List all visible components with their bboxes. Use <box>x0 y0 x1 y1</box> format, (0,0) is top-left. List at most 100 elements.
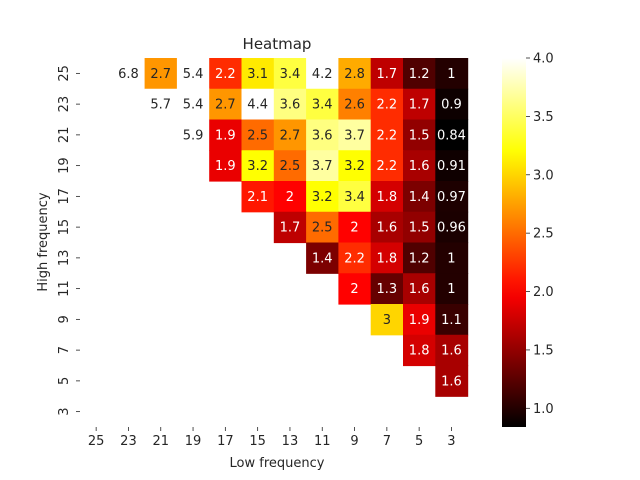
heatmap-cell <box>403 119 436 151</box>
heatmap-cell <box>403 273 436 305</box>
cell-label: 1.9 <box>409 313 430 328</box>
heatmap-cell <box>338 58 372 90</box>
cell-label: 0.96 <box>437 221 466 236</box>
x-tick-label: 17 <box>217 434 234 449</box>
colorbar-tick-label: 2.5 <box>533 227 554 242</box>
y-tick-label: 13 <box>57 250 72 267</box>
cell-label: 2.6 <box>344 98 365 113</box>
cell-label: 1 <box>447 67 455 82</box>
cell-label: 5.7 <box>150 98 171 113</box>
heatmap-cell <box>241 119 275 151</box>
heatmap-cell <box>306 88 339 121</box>
y-tick-label: 23 <box>57 96 72 113</box>
x-tick-label: 15 <box>249 434 266 449</box>
heatmap-cell <box>435 242 469 274</box>
cell-label: 0.97 <box>437 190 466 205</box>
cell-label: 6.8 <box>118 67 139 82</box>
heatmap-cell <box>209 150 243 182</box>
colorbar-ticks: 1.0 1.5 2.0 2.5 3.0 3.5 4.0 <box>526 52 554 417</box>
cell-annotations: 6.8 2.7 5.4 2.2 3.1 3.4 4.2 2.8 1.7 1.2 1 5.7 5.4 2.7… <box>118 67 466 390</box>
cell-label: 1 <box>447 282 455 297</box>
cell-label: 2.5 <box>247 128 268 143</box>
heatmap-cells <box>112 58 469 397</box>
cell-label: 1.6 <box>409 282 430 297</box>
cell-label: 1.6 <box>409 159 430 174</box>
heatmap-cell <box>403 88 436 121</box>
y-axis-label: High frequency <box>36 192 51 292</box>
cell-label: 1.7 <box>377 67 398 82</box>
cell-label: 0.91 <box>437 159 466 174</box>
cell-label: 1.6 <box>441 344 462 359</box>
cell-label: 1.8 <box>377 190 398 205</box>
cell-label: 1.9 <box>215 128 236 143</box>
heatmap-cell <box>435 334 469 367</box>
cell-label: 2 <box>350 221 358 236</box>
cell-label: 3.2 <box>312 190 333 205</box>
cell-label: 3.6 <box>280 98 301 113</box>
x-tick-label: 9 <box>350 434 358 449</box>
x-tick-label: 21 <box>152 434 169 449</box>
heatmap-cell <box>370 58 404 90</box>
heatmap-cell <box>338 150 372 182</box>
y-tick-label: 5 <box>57 377 72 385</box>
heatmap-cell <box>370 273 404 305</box>
y-tick-label: 3 <box>57 407 72 415</box>
heatmap-cell <box>370 304 404 336</box>
heatmap-cell <box>403 150 436 182</box>
cell-label: 1.6 <box>377 221 398 236</box>
colorbar-tick-label: 3.5 <box>533 110 554 125</box>
x-tick-label: 13 <box>282 434 299 449</box>
cell-label: 1.8 <box>377 251 398 266</box>
cell-label: 2.2 <box>377 159 398 174</box>
cell-label: 1.3 <box>377 282 398 297</box>
x-tick-label: 11 <box>314 434 331 449</box>
cell-label: 0.84 <box>437 128 466 143</box>
heatmap-cell <box>435 211 469 244</box>
cell-label: 2.2 <box>344 251 365 266</box>
heatmap-cell <box>435 273 469 305</box>
colorbar-tick-label: 1.5 <box>533 343 554 358</box>
cell-label: 1.4 <box>312 251 333 266</box>
heatmap-cell <box>306 211 339 244</box>
x-tick-label: 19 <box>185 434 202 449</box>
heatmap-cell <box>273 88 307 121</box>
heatmap-cell <box>273 181 307 213</box>
heatmap-cell <box>338 181 372 213</box>
heatmap-cell <box>403 181 436 213</box>
heatmap-cell <box>306 119 339 151</box>
cell-label: 1.7 <box>280 221 301 236</box>
heatmap-cell <box>273 150 307 182</box>
heatmap-cell <box>176 119 210 151</box>
cell-label: 4.2 <box>312 67 333 82</box>
heatmap-cell <box>241 58 275 90</box>
heatmap-cell <box>435 88 469 121</box>
heatmap-cell <box>209 58 243 90</box>
heatmap-cell <box>403 304 436 336</box>
y-tick-label: 19 <box>57 157 72 174</box>
heatmap-cell <box>273 211 307 244</box>
cell-label: 1.5 <box>409 221 430 236</box>
cell-label: 1.5 <box>409 128 430 143</box>
cell-label: 5.9 <box>183 128 204 143</box>
heatmap-cell <box>338 242 372 274</box>
heatmap-cell <box>112 58 146 90</box>
cell-label: 3 <box>383 313 391 328</box>
heatmap-cell <box>435 365 469 397</box>
cell-label: 1.9 <box>215 159 236 174</box>
y-tick-label: 9 <box>57 315 72 323</box>
y-tick-label: 21 <box>57 127 72 144</box>
colorbar-tick-label: 2.0 <box>533 285 554 300</box>
heatmap-cell <box>435 119 469 151</box>
heatmap-cell <box>403 58 436 90</box>
heatmap-cell <box>176 58 210 90</box>
x-axis-label: Low frequency <box>230 456 325 471</box>
y-tick-label: 25 <box>57 65 72 82</box>
cell-label: 1.1 <box>441 313 462 328</box>
y-tick-label: 17 <box>57 188 72 205</box>
cell-label: 5.4 <box>183 98 204 113</box>
cell-label: 0.9 <box>441 98 462 113</box>
cell-label: 3.4 <box>312 98 333 113</box>
cell-label: 1 <box>447 251 455 266</box>
heatmap-cell <box>338 88 372 121</box>
